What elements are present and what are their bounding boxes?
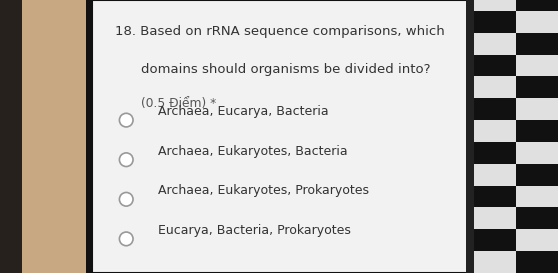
Bar bbox=[472, 33, 516, 55]
FancyBboxPatch shape bbox=[472, 0, 558, 273]
Bar bbox=[472, 251, 516, 273]
FancyBboxPatch shape bbox=[0, 0, 92, 273]
Ellipse shape bbox=[119, 113, 133, 127]
Bar bbox=[472, 207, 516, 229]
Bar bbox=[516, 229, 558, 251]
Ellipse shape bbox=[119, 153, 133, 167]
Text: domains should organisms be divided into?: domains should organisms be divided into… bbox=[141, 63, 431, 76]
Bar bbox=[516, 186, 558, 207]
Bar bbox=[516, 11, 558, 33]
Bar bbox=[516, 55, 558, 76]
Bar bbox=[472, 0, 516, 11]
Text: Archaea, Eukaryotes, Prokaryotes: Archaea, Eukaryotes, Prokaryotes bbox=[158, 184, 369, 197]
Bar bbox=[472, 120, 516, 142]
FancyBboxPatch shape bbox=[0, 0, 22, 273]
Text: Archaea, Eukaryotes, Bacteria: Archaea, Eukaryotes, Bacteria bbox=[158, 145, 348, 158]
FancyBboxPatch shape bbox=[466, 0, 474, 273]
Bar bbox=[516, 98, 558, 120]
FancyBboxPatch shape bbox=[86, 0, 93, 273]
FancyBboxPatch shape bbox=[92, 0, 472, 273]
Ellipse shape bbox=[119, 232, 133, 246]
Bar bbox=[516, 142, 558, 164]
Text: Eucarya, Bacteria, Prokaryotes: Eucarya, Bacteria, Prokaryotes bbox=[158, 224, 352, 237]
Bar bbox=[472, 76, 516, 98]
Ellipse shape bbox=[119, 192, 133, 206]
Bar bbox=[472, 164, 516, 186]
Text: 18. Based on rRNA sequence comparisons, which: 18. Based on rRNA sequence comparisons, … bbox=[115, 25, 445, 38]
Text: Archaea, Eucarya, Bacteria: Archaea, Eucarya, Bacteria bbox=[158, 105, 329, 118]
Text: (0.5 Điểm) *: (0.5 Điểm) * bbox=[141, 97, 217, 110]
